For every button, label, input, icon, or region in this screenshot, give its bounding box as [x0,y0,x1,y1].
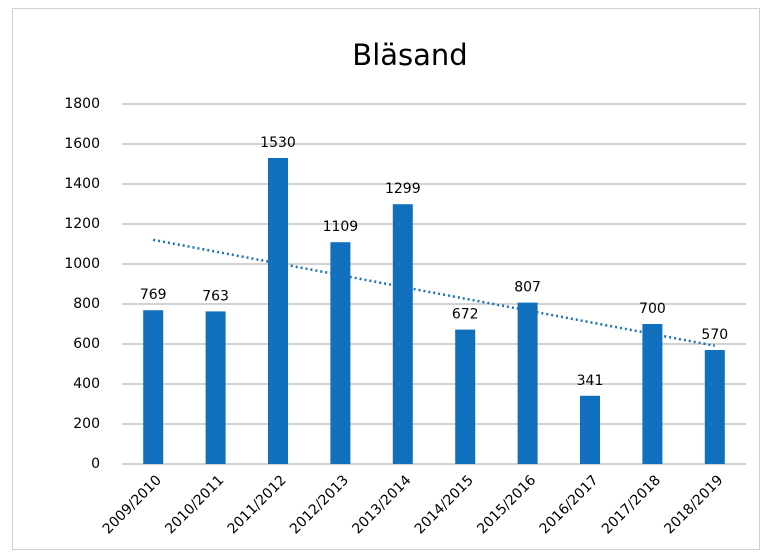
bar [268,158,288,464]
data-label: 1109 [323,219,359,235]
data-label: 672 [452,307,479,323]
data-label: 807 [514,280,541,296]
y-tick-label: 200 [73,416,100,432]
y-tick-label: 1000 [64,256,100,272]
data-label: 341 [577,373,604,389]
y-tick-label: 400 [73,376,100,392]
data-label: 769 [140,287,167,303]
bar [642,324,663,464]
y-tick-label: 1800 [64,96,100,112]
data-label: 1299 [385,181,421,197]
bar [392,204,413,464]
trendline [152,238,716,347]
chart-title: Bläsand [352,38,467,72]
bar [704,350,725,464]
bar [580,395,600,464]
bar [143,310,164,464]
y-tick-label: 0 [91,456,100,472]
chart-border [12,8,760,550]
y-tick-label: 1400 [64,176,100,192]
data-label: 1530 [260,135,296,151]
data-label: 700 [639,301,666,317]
y-tick-label: 600 [73,336,100,352]
y-tick-label: 1200 [64,216,100,232]
bar [455,329,476,464]
y-tick-label: 1600 [64,136,100,152]
bar [330,242,351,464]
data-label: 570 [701,327,728,343]
data-label: 763 [202,288,229,304]
y-tick-label: 800 [73,296,100,312]
bar [517,302,538,464]
bar [205,311,226,464]
